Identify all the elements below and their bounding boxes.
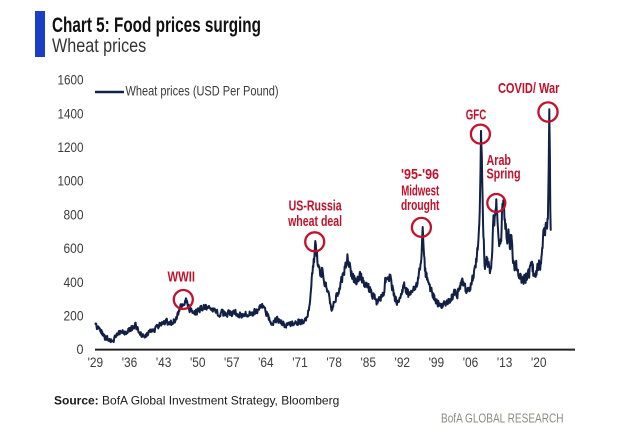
svg-text:'64: '64 [258, 354, 274, 370]
svg-text:'50: '50 [190, 354, 206, 370]
svg-text:US-Russia: US-Russia [289, 198, 342, 215]
svg-text:'92: '92 [395, 354, 411, 370]
svg-text:'20: '20 [531, 354, 547, 370]
svg-text:wheat deal: wheat deal [287, 213, 342, 230]
svg-text:Midwest: Midwest [401, 183, 439, 200]
svg-text:'36: '36 [122, 354, 138, 370]
svg-text:GFC: GFC [466, 106, 487, 123]
svg-text:400: 400 [64, 274, 84, 290]
svg-text:'99: '99 [429, 354, 445, 370]
svg-text:800: 800 [64, 206, 84, 222]
svg-text:Spring: Spring [487, 166, 521, 183]
svg-text:drought: drought [401, 197, 440, 214]
svg-text:1600: 1600 [58, 72, 84, 88]
svg-text:'43: '43 [156, 354, 172, 370]
svg-text:'85: '85 [360, 354, 376, 370]
svg-text:1400: 1400 [58, 105, 84, 121]
svg-text:COVID/ War: COVID/ War [498, 80, 560, 97]
svg-text:'71: '71 [292, 354, 308, 370]
svg-text:1000: 1000 [58, 173, 84, 189]
svg-text:Source: BofA Global Investmen: Source: BofA Global Investment Strategy,… [54, 394, 339, 408]
svg-text:1200: 1200 [58, 139, 84, 155]
svg-text:'29: '29 [88, 354, 104, 370]
svg-text:Wheat prices (USD Per Pound): Wheat prices (USD Per Pound) [126, 83, 279, 99]
svg-text:WWII: WWII [168, 268, 196, 285]
svg-text:'06: '06 [463, 354, 479, 370]
svg-text:Arab: Arab [487, 152, 512, 169]
svg-text:'78: '78 [326, 354, 342, 370]
svg-text:'13: '13 [497, 354, 513, 370]
svg-text:BofA GLOBAL RESEARCH: BofA GLOBAL RESEARCH [441, 412, 564, 426]
svg-text:600: 600 [64, 240, 84, 256]
svg-text:200: 200 [64, 308, 84, 324]
svg-text:0: 0 [77, 341, 84, 357]
svg-text:'57: '57 [224, 354, 240, 370]
svg-text:'95-'96: '95-'96 [401, 166, 439, 183]
